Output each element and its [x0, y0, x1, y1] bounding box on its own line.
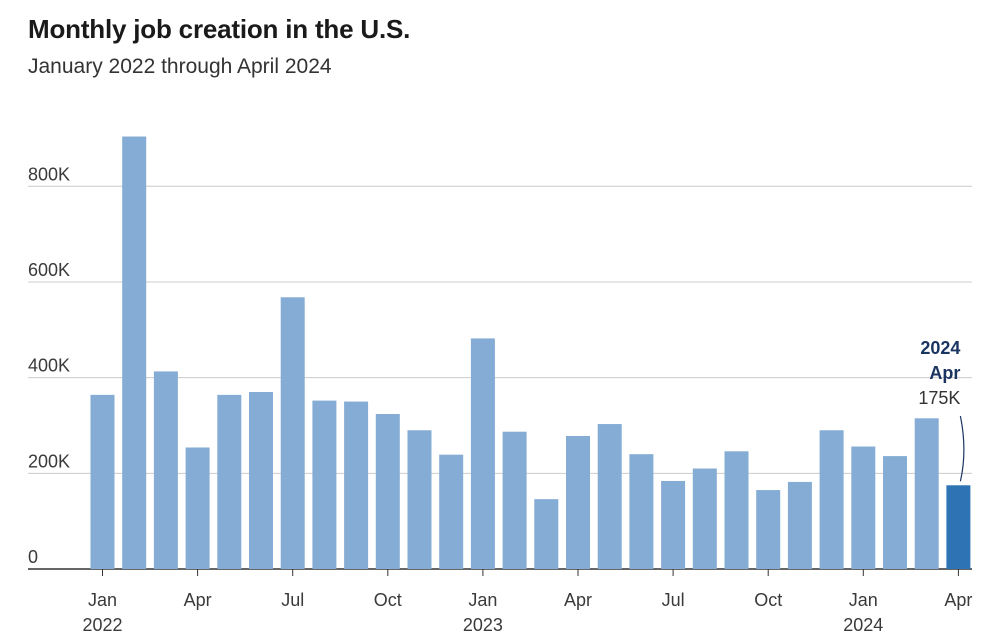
bar [883, 456, 907, 569]
annotation-value: 175K [918, 388, 960, 408]
bar [724, 451, 749, 569]
bar [153, 371, 178, 569]
bar [661, 480, 686, 569]
annotation-month: Apr [929, 363, 960, 383]
x-tick-year-label: 2022 [82, 615, 122, 635]
bar [185, 447, 210, 569]
bar [344, 401, 369, 569]
annotation-year: 2024 [920, 338, 960, 358]
x-tick-month-label: Apr [564, 590, 592, 610]
x-tick-month-label: Apr [944, 590, 972, 610]
x-tick-month-label: Jul [281, 590, 304, 610]
chart-subtitle: January 2022 through April 2024 [28, 55, 332, 78]
x-tick-month-label: Oct [754, 590, 782, 610]
annotation-leader-line [959, 415, 965, 482]
x-tick-month-label: Jan [88, 590, 117, 610]
bar [312, 400, 337, 569]
bar [756, 490, 781, 569]
bar [851, 446, 876, 569]
x-tick-month-label: Oct [374, 590, 402, 610]
bar [280, 297, 305, 569]
bar [502, 431, 527, 569]
bar [629, 454, 654, 569]
y-tick-label: 800K [28, 164, 70, 184]
bar [597, 424, 622, 569]
x-tick-month-label: Jan [849, 590, 878, 610]
bar [217, 394, 242, 569]
x-tick-month-label: Apr [184, 590, 212, 610]
bar [470, 338, 495, 569]
y-tick-label: 400K [28, 356, 70, 376]
y-tick-label: 0 [28, 547, 38, 567]
bar [914, 418, 939, 569]
x-tick-year-label: 2023 [463, 615, 503, 635]
x-tick-year-label: 2024 [843, 615, 883, 635]
bar [122, 136, 147, 569]
bar [439, 454, 464, 569]
bar [249, 391, 273, 569]
bar [819, 430, 844, 569]
bar [566, 436, 590, 569]
bar [407, 430, 432, 569]
bar [90, 394, 115, 569]
x-tick-month-label: Jul [662, 590, 685, 610]
y-tick-label: 200K [28, 451, 70, 471]
bar [692, 468, 717, 569]
bar-highlighted [946, 485, 971, 569]
bar [375, 413, 400, 569]
x-tick-month-label: Jan [468, 590, 497, 610]
bar [534, 499, 559, 569]
chart-title: Monthly job creation in the U.S. [28, 14, 411, 44]
bar [787, 481, 812, 569]
y-tick-label: 600K [28, 260, 70, 280]
